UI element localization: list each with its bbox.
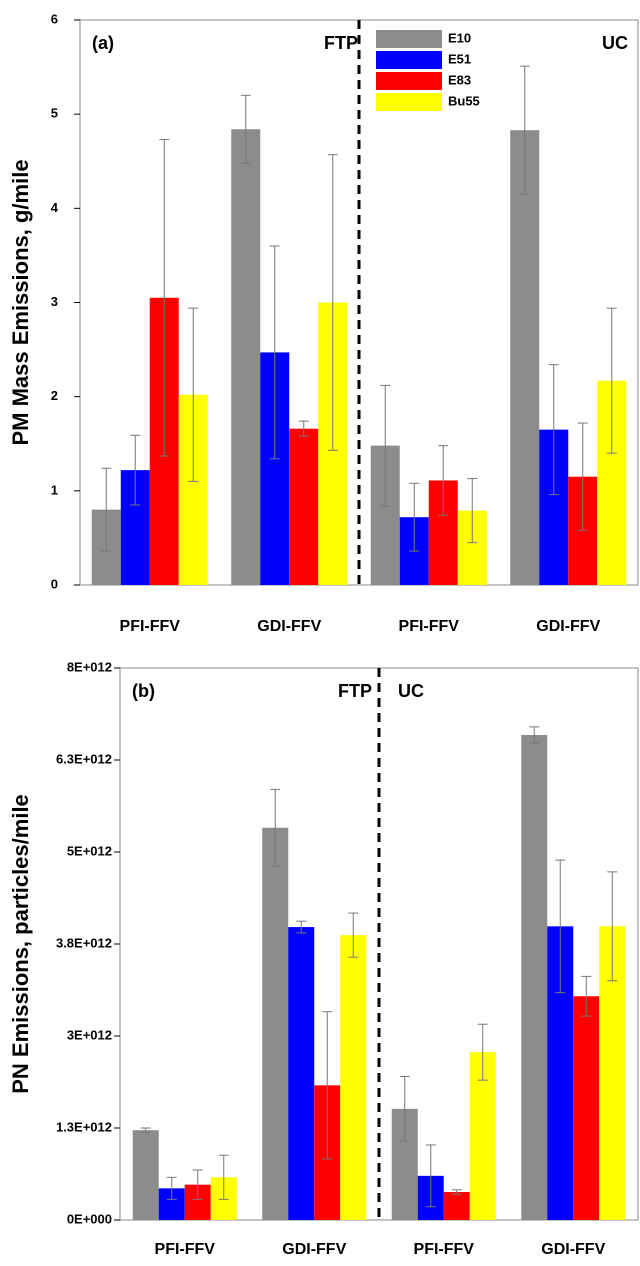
annotation: UC <box>602 33 628 53</box>
x-tick-label: GDI-FFV <box>282 1241 346 1258</box>
y-tick-label: 0 <box>51 576 58 591</box>
y-tick-label: 1 <box>51 482 58 497</box>
bar <box>510 130 540 586</box>
panel-label: (a) <box>92 33 114 53</box>
legend-label: E51 <box>448 51 471 66</box>
bar <box>340 935 367 1220</box>
legend-swatch <box>376 30 442 48</box>
bar <box>288 927 315 1220</box>
bar <box>231 129 261 585</box>
annotation: FTP <box>324 33 358 53</box>
x-tick-label: PFI-FFV <box>399 618 460 635</box>
bar <box>132 1130 159 1220</box>
y-tick-label: 0E+000 <box>67 1211 112 1226</box>
bar <box>262 827 289 1220</box>
annotation: FTP <box>338 681 372 701</box>
y-axis-title: PN Emissions, particles/mile <box>8 794 33 1094</box>
legend-label: Bu55 <box>448 93 480 108</box>
y-tick-label: 3.8E+012 <box>56 935 112 950</box>
y-tick-label: 6 <box>51 11 58 26</box>
annotation: UC <box>398 681 424 701</box>
x-tick-label: GDI-FFV <box>541 1241 605 1258</box>
x-tick-label: GDI-FFV <box>257 618 321 635</box>
bar <box>289 428 319 585</box>
y-tick-label: 8E+012 <box>67 659 112 674</box>
panel-label: (b) <box>132 681 155 701</box>
y-tick-label: 3E+012 <box>67 1027 112 1042</box>
legend-label: E83 <box>448 72 471 87</box>
x-tick-label: PFI-FFV <box>120 618 181 635</box>
y-tick-label: 3 <box>51 294 58 309</box>
x-tick-label: PFI-FFV <box>155 1241 216 1258</box>
bar <box>443 1192 470 1220</box>
y-tick-label: 4 <box>51 200 59 215</box>
y-axis-title: PM Mass Emissions, g/mile <box>8 159 33 445</box>
legend-swatch <box>376 93 442 111</box>
y-tick-label: 5 <box>51 106 58 121</box>
legend-swatch <box>376 72 442 90</box>
x-tick-label: PFI-FFV <box>414 1241 475 1258</box>
y-tick-label: 6.3E+012 <box>56 751 112 766</box>
bar <box>573 996 600 1220</box>
legend-label: E10 <box>448 30 471 45</box>
x-tick-label: GDI-FFV <box>536 618 600 635</box>
legend-swatch <box>376 51 442 69</box>
y-tick-label: 2 <box>51 388 58 403</box>
y-tick-label: 5E+012 <box>67 843 112 858</box>
y-tick-label: 1.3E+012 <box>56 1119 112 1134</box>
bar <box>521 734 548 1220</box>
